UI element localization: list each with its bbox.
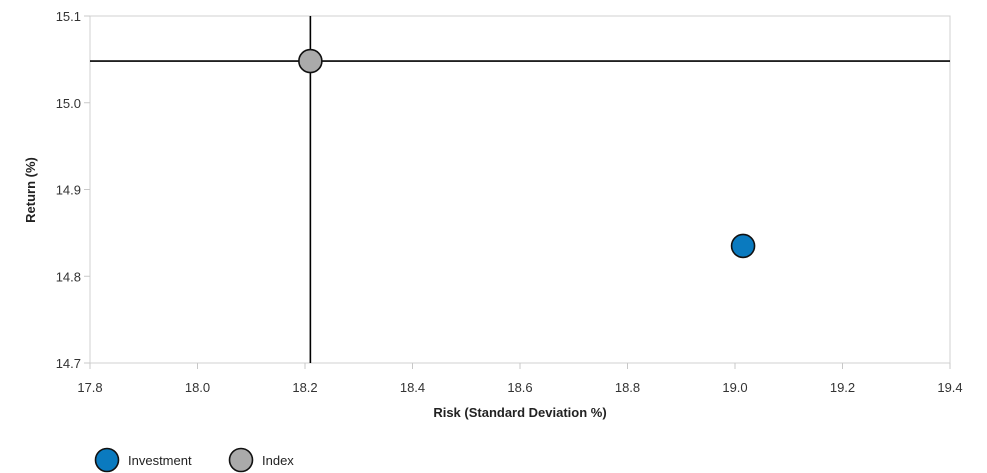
y-tick-label: 14.8 — [56, 269, 81, 284]
x-axis-title: Risk (Standard Deviation %) — [433, 405, 606, 420]
x-tick-label: 18.8 — [615, 380, 640, 395]
y-tick-label: 14.7 — [56, 356, 81, 371]
plot-area — [89, 15, 951, 364]
y-tick-label: 15.1 — [56, 9, 81, 24]
y-tick-label: 14.9 — [56, 183, 81, 198]
x-tick-label: 18.0 — [185, 380, 210, 395]
legend-swatch-index — [228, 447, 254, 473]
legend-swatch-investment — [94, 447, 120, 473]
x-tick-label: 19.0 — [722, 380, 747, 395]
y-axis-ticks: 14.7 14.8 14.9 15.0 15.1 — [56, 9, 90, 371]
x-tick-label: 18.6 — [507, 380, 532, 395]
x-axis-ticks: 17.8 18.0 18.2 18.4 18.6 18.8 19.0 19.2 19.4 — [77, 363, 963, 395]
x-tick-label: 19.2 — [830, 380, 855, 395]
x-tick-label: 17.8 — [77, 380, 102, 395]
point-investment — [730, 233, 756, 259]
data-points — [298, 48, 756, 259]
y-axis-title: Return (%) — [23, 157, 38, 223]
x-tick-label: 18.2 — [292, 380, 317, 395]
point-index — [298, 48, 323, 74]
y-tick-label: 15.0 — [56, 96, 81, 111]
legend: Investment Index — [94, 447, 294, 473]
legend-label-index: Index — [262, 453, 294, 468]
index-crosshair — [90, 16, 950, 363]
legend-label-investment: Investment — [128, 453, 192, 468]
x-tick-label: 18.4 — [400, 380, 425, 395]
x-tick-label: 19.4 — [937, 380, 962, 395]
